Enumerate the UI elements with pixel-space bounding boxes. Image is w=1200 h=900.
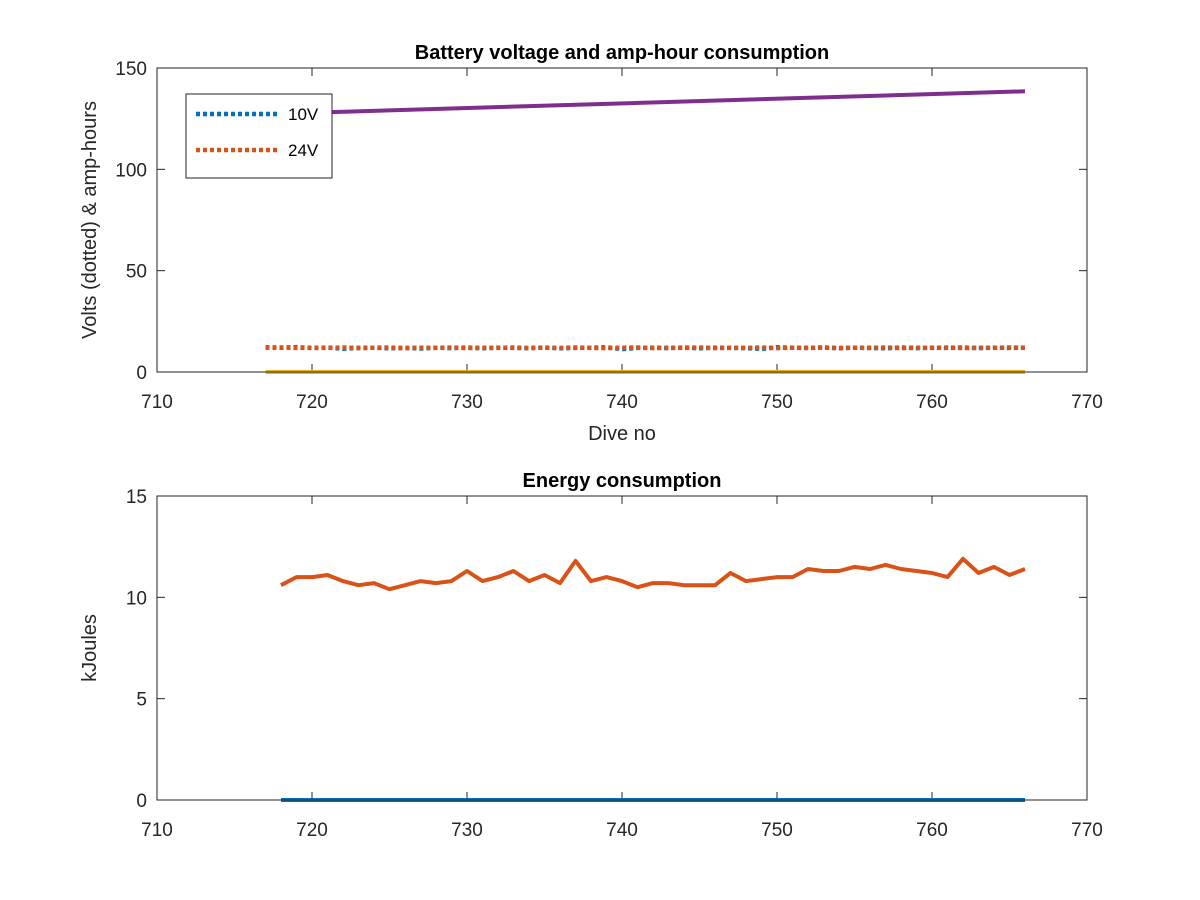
- y-tick-label: 10: [126, 588, 147, 609]
- y-tick-label: 5: [136, 690, 147, 711]
- x-tick-label: 770: [1071, 820, 1103, 841]
- series-line-24v: [265, 345, 1026, 351]
- x-tick-label: 770: [1071, 392, 1103, 413]
- legend-label-10v: 10V: [288, 105, 319, 124]
- x-tick-label: 760: [916, 392, 948, 413]
- y-tick-label: 0: [136, 791, 147, 812]
- series-line-series-2: [280, 556, 1026, 592]
- y-tick-label: 50: [126, 262, 147, 283]
- y-axis-label: kJoules: [79, 614, 101, 682]
- x-tick-label: 720: [296, 820, 328, 841]
- x-tick-label: 720: [296, 392, 328, 413]
- chart-title: Battery voltage and amp-hour consumption: [415, 42, 829, 64]
- chart-title: Energy consumption: [523, 470, 722, 492]
- axes-box: [156, 67, 1088, 373]
- y-axis-label: Volts (dotted) & amp-hours: [79, 101, 101, 339]
- x-tick-label: 740: [606, 392, 638, 413]
- x-tick-label: 750: [761, 392, 793, 413]
- x-tick-label: 740: [606, 820, 638, 841]
- y-tick-label: 150: [115, 59, 147, 80]
- x-tick-label: 730: [451, 392, 483, 413]
- x-axis-label: Dive no: [588, 423, 656, 445]
- x-tick-label: 710: [141, 392, 173, 413]
- x-tick-label: 730: [451, 820, 483, 841]
- y-tick-label: 15: [126, 487, 147, 508]
- y-tick-label: 0: [136, 363, 147, 384]
- x-tick-label: 710: [141, 820, 173, 841]
- chart-bottom: 710 720 730 740 750 760 770 0 5 10 15 Energy consum…: [79, 470, 1103, 841]
- x-tick-label: 760: [916, 820, 948, 841]
- y-tick-label: 100: [115, 160, 147, 181]
- x-tick-label: 750: [761, 820, 793, 841]
- legend-box: [185, 93, 333, 179]
- plot-area: [157, 496, 1087, 800]
- series-line-series-4: [280, 89, 1026, 116]
- legend-label-24v: 24V: [288, 141, 319, 160]
- chart-top: 710 720 730 740 750 760 770 0 50 100 150 Battery vo…: [79, 42, 1103, 445]
- axes-box: [156, 495, 1088, 801]
- legend: 10V 24V: [185, 93, 333, 179]
